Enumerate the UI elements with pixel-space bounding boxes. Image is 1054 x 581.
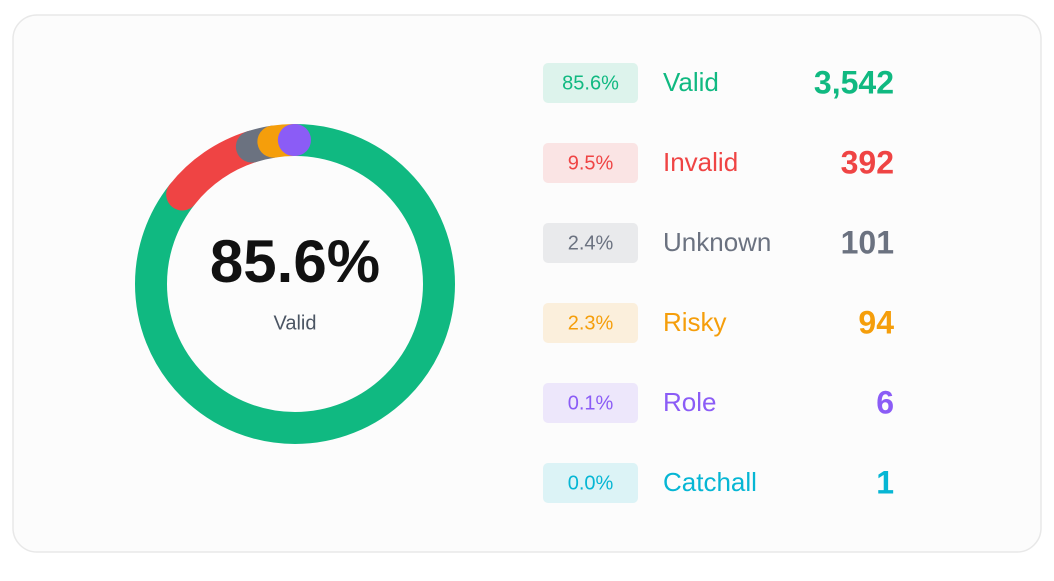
percent-label: 9.5% bbox=[568, 152, 614, 174]
value-label: 392 bbox=[841, 144, 894, 180]
percent-badge bbox=[543, 463, 638, 503]
percent-badge bbox=[543, 303, 638, 343]
legend-label: Risky bbox=[663, 307, 727, 337]
value-label: 3,542 bbox=[814, 64, 894, 100]
donut-segment bbox=[135, 124, 455, 444]
percent-label: 2.3% bbox=[568, 312, 614, 334]
donut bbox=[135, 124, 455, 444]
center-caption: Valid bbox=[274, 312, 317, 334]
percent-badge bbox=[543, 63, 638, 103]
center-value: 85.6% bbox=[210, 228, 380, 295]
percent-label: 85.6% bbox=[562, 72, 619, 94]
value-label: 6 bbox=[876, 384, 894, 420]
value-label: 94 bbox=[858, 304, 894, 340]
value-label: 1 bbox=[876, 464, 894, 500]
percent-badge bbox=[543, 143, 638, 183]
legend: 85.6% Valid 3,542 9.5% Invalid 392 2.4% Unknown… bbox=[543, 63, 894, 503]
percent-label: 2.4% bbox=[568, 232, 614, 254]
legend-label: Invalid bbox=[663, 147, 738, 177]
legend-label: Role bbox=[663, 387, 716, 417]
percent-badge bbox=[543, 383, 638, 423]
percent-label: 0.0% bbox=[568, 472, 614, 494]
legend-label: Valid bbox=[663, 67, 719, 97]
value-label: 101 bbox=[841, 224, 894, 260]
legend-label: Catchall bbox=[663, 467, 757, 497]
legend-label: Unknown bbox=[663, 227, 771, 257]
percent-badge bbox=[543, 223, 638, 263]
percent-label: 0.1% bbox=[568, 392, 614, 414]
